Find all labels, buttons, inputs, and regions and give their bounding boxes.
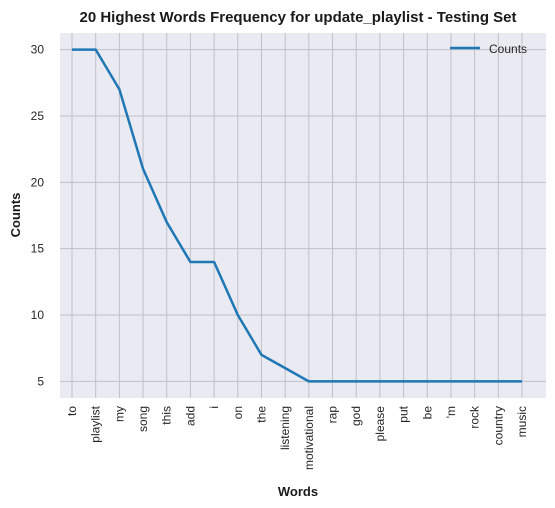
legend: Counts (450, 42, 527, 56)
x-tick-label: motivational (302, 406, 316, 470)
y-tick-label: 20 (31, 175, 45, 189)
series-line-counts (72, 48, 522, 383)
x-tick-label: please (373, 406, 387, 442)
y-tick-label: 5 (37, 374, 44, 388)
y-tick-label: 15 (31, 242, 45, 256)
x-tick-label: playlist (89, 405, 103, 442)
x-tick-label: music (515, 406, 529, 437)
x-tick-label: rock (468, 405, 482, 429)
x-tick-label: song (136, 406, 150, 432)
x-axis-ticks: to playlist my song this add i on the listening mo… (65, 405, 529, 470)
x-tick-label: i (207, 406, 221, 409)
x-tick-label: put (397, 405, 411, 422)
y-axis-ticks: 5 10 15 20 25 30 (31, 43, 45, 389)
x-tick-label: to (65, 406, 79, 416)
y-tick-label: 25 (31, 109, 45, 123)
plot-area (60, 33, 546, 398)
y-tick-label: 10 (31, 308, 45, 322)
x-tick-label: on (231, 406, 245, 419)
x-tick-label: 'm (444, 406, 458, 418)
chart-title: 20 Highest Words Frequency for update_pl… (79, 9, 516, 26)
x-tick-label: this (160, 406, 174, 425)
x-tick-label: rap (326, 406, 340, 424)
x-tick-label: the (254, 406, 268, 423)
x-tick-label: my (112, 406, 126, 422)
y-axis-label: Counts (8, 193, 23, 238)
legend-label: Counts (489, 42, 527, 56)
x-tick-label: country (491, 406, 505, 445)
y-tick-label: 30 (31, 43, 45, 57)
x-tick-label: listening (278, 406, 292, 450)
x-tick-label: add (183, 406, 197, 426)
x-tick-label: god (349, 406, 363, 426)
grid (60, 33, 546, 398)
x-axis-label: Words (278, 484, 318, 499)
x-tick-label: be (420, 406, 434, 420)
